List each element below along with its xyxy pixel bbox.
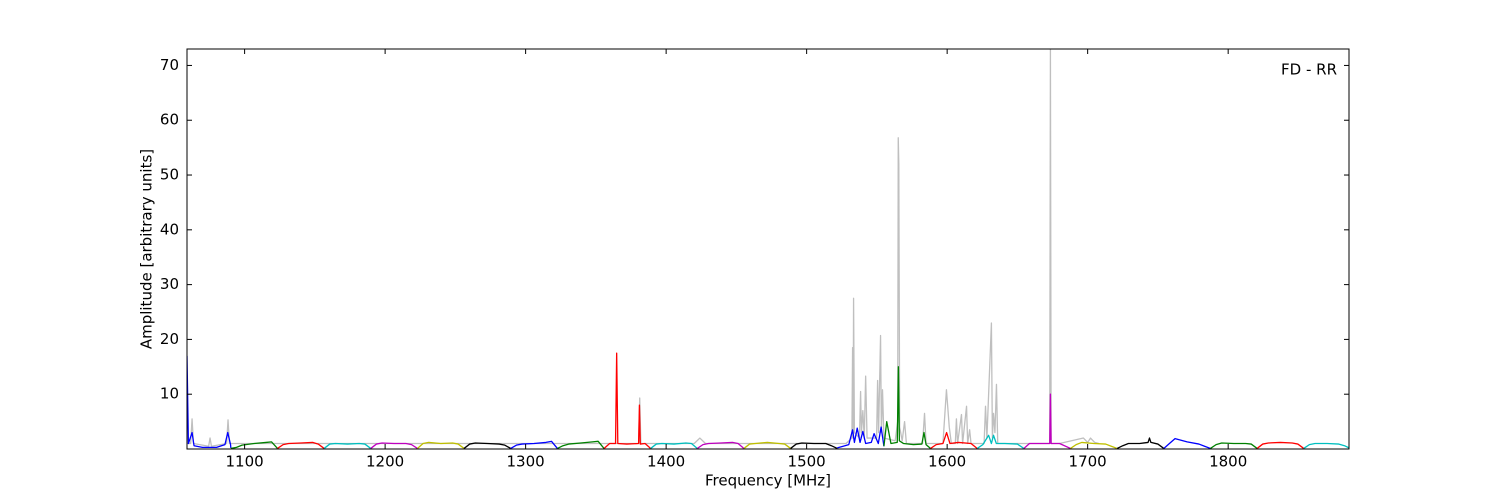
y-tick-label: 30: [160, 275, 179, 293]
spectrum-line: [976, 434, 1025, 449]
spectrum-line: [603, 352, 652, 449]
spectrum-line: [1163, 437, 1211, 449]
spectrum-line: [650, 442, 698, 449]
x-tick-label: 1100: [226, 453, 264, 471]
x-axis-label: Frequency [MHz]: [705, 472, 831, 490]
plot-frame: [186, 48, 1350, 450]
y-axis-label: Amplitude [arbitrary units]: [138, 149, 156, 349]
plot-lines: [187, 49, 1349, 449]
spectrum-line: [743, 441, 792, 449]
y-tick-label: 50: [160, 166, 179, 184]
y-tick-label: 40: [160, 220, 179, 238]
spectrum-line: [187, 49, 1100, 447]
spectrum-line: [323, 442, 372, 449]
annotation: FD - RR: [1281, 61, 1337, 79]
x-tick-label: 1700: [1069, 453, 1107, 471]
spectrum-line: [557, 440, 605, 449]
spectrum-line: [1210, 442, 1258, 449]
spectrum-line: [230, 441, 278, 449]
spectrum-line: [696, 441, 745, 449]
y-tick-label: 20: [160, 330, 179, 348]
spectrum-line: [930, 431, 978, 449]
spectrum-line: [883, 366, 931, 449]
spectrum-line: [1023, 393, 1071, 449]
x-tick-label: 1600: [928, 453, 966, 471]
x-tick-label: 1200: [366, 453, 404, 471]
spectrum-line: [790, 442, 838, 449]
x-tick-label: 1300: [507, 453, 545, 471]
x-tick-label: 1500: [788, 453, 826, 471]
x-tick-label: 1400: [647, 453, 685, 471]
spectrum-line: [277, 441, 325, 449]
spectrum-line: [187, 355, 232, 449]
spectrum-line: [1070, 441, 1118, 449]
spectrum-line: [510, 440, 558, 449]
x-tick-label: 1800: [1209, 453, 1247, 471]
spectrum-line: [1116, 437, 1165, 449]
y-tick-label: 70: [160, 56, 179, 74]
spectrum-line: [463, 442, 512, 449]
y-tick-label: 10: [160, 385, 179, 403]
spectrum-line: [370, 442, 418, 449]
spectrum-line: [837, 426, 885, 449]
y-tick-label: 60: [160, 111, 179, 129]
spectrum-line: [1303, 442, 1349, 449]
spectrum-line: [417, 441, 465, 449]
spectrum-line: [1256, 441, 1305, 449]
